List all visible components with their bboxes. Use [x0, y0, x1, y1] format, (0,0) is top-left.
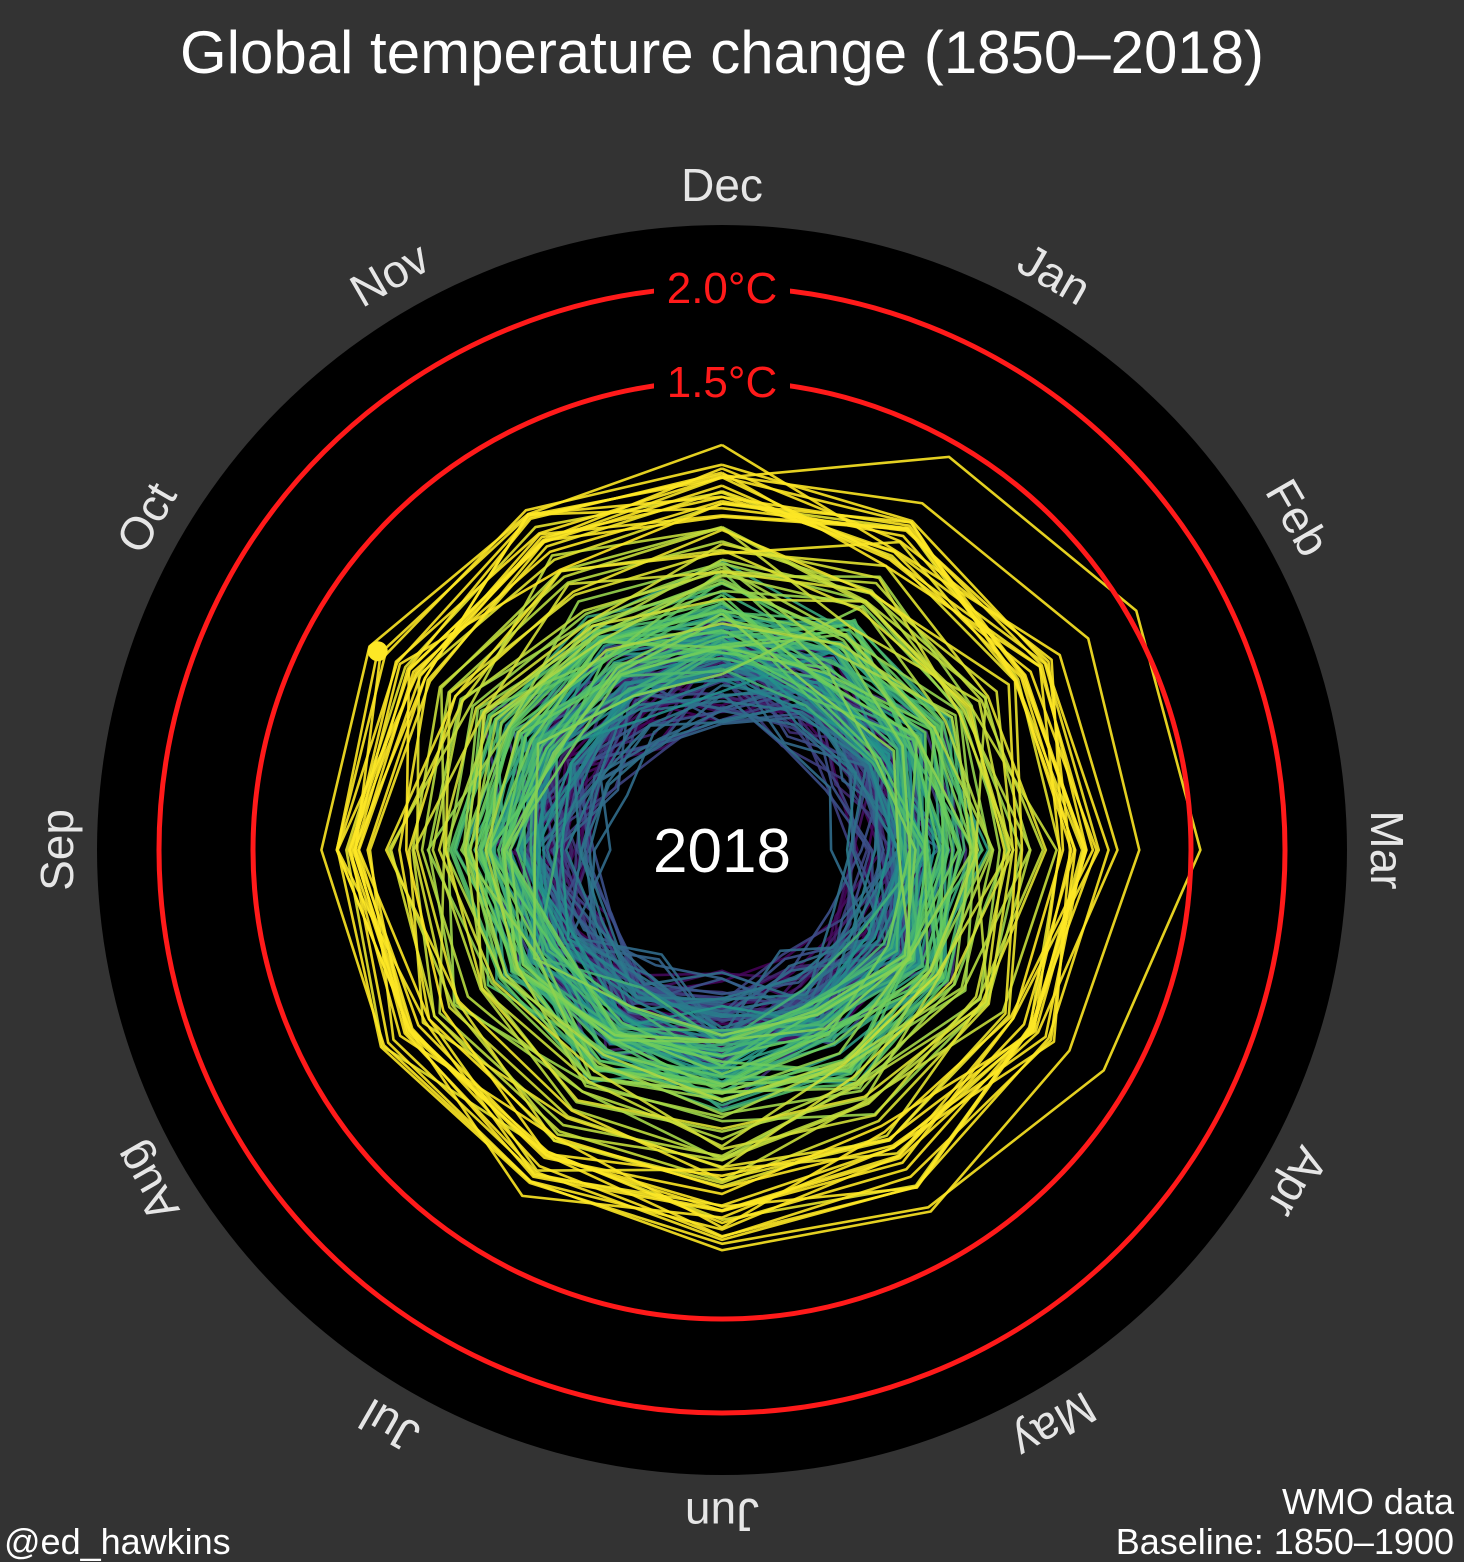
year-line-2011 — [357, 471, 1095, 1229]
month-label-dec: Dec — [681, 159, 763, 211]
month-label-apr: Apr — [1257, 1138, 1338, 1226]
year-line-1986 — [463, 558, 994, 1133]
year-line-1968 — [479, 593, 962, 1058]
year-line-2018 — [335, 443, 1119, 1212]
year-line-2016 — [336, 455, 1202, 1246]
year-line-1990 — [387, 527, 1045, 1162]
year-line-1941 — [493, 618, 983, 1083]
year-line-1973 — [465, 570, 976, 1086]
year-line-1982 — [469, 563, 972, 1116]
threshold-label-bg-0 — [654, 355, 790, 407]
year-line-1993 — [437, 542, 1011, 1151]
author-handle: @ed_hawkins — [4, 1521, 231, 1562]
year-line-1910 — [588, 683, 899, 1004]
year-line-1997 — [415, 502, 1048, 1188]
year-line-2012 — [347, 467, 1085, 1190]
year-line-1984 — [484, 566, 995, 1119]
month-label-sep: Sep — [31, 809, 83, 891]
year-line-2004 — [351, 502, 1088, 1196]
year-line-1911 — [580, 700, 868, 1013]
baseline-note: Baseline: 1850–1900 — [1115, 1521, 1454, 1562]
threshold-label-bg-1 — [654, 261, 790, 313]
source-credits: WMO data Baseline: 1850–1900 — [1116, 1482, 1454, 1562]
year-line-2007 — [356, 475, 1077, 1239]
month-label-jun: Jun — [685, 1489, 759, 1541]
year-line-2010 — [353, 471, 1088, 1208]
year-line-1974 — [508, 570, 917, 1044]
year-line-1998 — [345, 491, 1062, 1222]
year-line-2006 — [349, 475, 1076, 1231]
year-line-2009 — [348, 484, 1098, 1225]
year-line-1988 — [438, 525, 1032, 1158]
chart-title: Global temperature change (1850–2018) — [179, 19, 1265, 86]
threshold-label: 2.0°C — [667, 264, 778, 313]
year-line-1995 — [389, 548, 1015, 1185]
month-label-mar: Mar — [1361, 810, 1413, 889]
year-line-1981 — [446, 561, 1023, 1123]
month-label-jul: Jul — [351, 1389, 428, 1463]
plot-disc — [97, 225, 1347, 1475]
data-source: WMO data — [1281, 1481, 1454, 1522]
month-label-oct: Oct — [106, 473, 187, 561]
year-line-2000 — [384, 528, 1018, 1181]
current-month-marker — [367, 641, 388, 662]
year-line-1965 — [487, 628, 929, 1068]
year-line-1976 — [533, 612, 912, 1037]
current-year-label: 2018 — [653, 817, 791, 886]
year-line-1975 — [502, 612, 912, 1042]
threshold-label: 1.5°C — [667, 358, 778, 407]
year-line-1996 — [444, 548, 1006, 1131]
year-line-1961 — [453, 582, 950, 1073]
year-line-1985 — [443, 573, 980, 1103]
year-line-1909 — [588, 684, 874, 1005]
year-line-1923 — [519, 656, 925, 1034]
